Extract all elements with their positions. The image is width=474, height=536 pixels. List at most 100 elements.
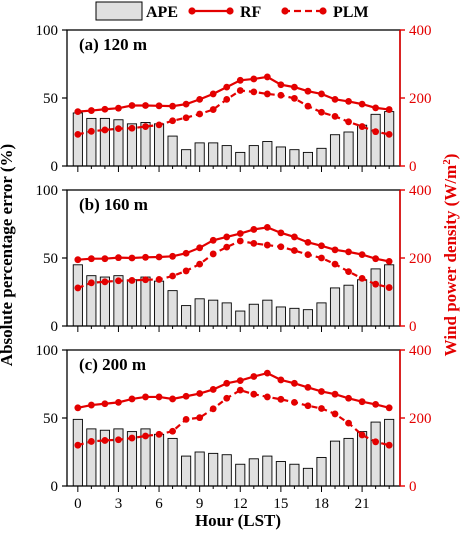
rf-point	[291, 233, 298, 241]
rf-point	[277, 229, 285, 237]
plm-point	[128, 434, 136, 442]
left-tick-label: 100	[36, 343, 59, 359]
rf-line	[77, 371, 390, 409]
x-axis-title: Hour (LST)	[195, 511, 281, 530]
ape-bar	[343, 437, 354, 487]
panel-label: (c) 200 m	[79, 355, 146, 374]
rf-point	[223, 83, 231, 91]
rf-point	[304, 87, 312, 95]
rf-point	[223, 379, 231, 387]
rf-point	[209, 236, 217, 244]
plm-point	[358, 123, 366, 130]
ape-bar	[289, 463, 300, 487]
plm-point	[385, 441, 393, 449]
plm-point	[155, 430, 163, 438]
plm-point	[87, 127, 95, 135]
rf-point	[74, 404, 82, 412]
ape-bar	[153, 433, 165, 487]
ape-bar	[72, 112, 83, 167]
plm-point	[331, 410, 339, 418]
rf-point	[128, 102, 136, 109]
plm-point	[196, 110, 204, 118]
rf-point	[250, 75, 258, 83]
rf-point	[155, 253, 163, 261]
ape-bar	[329, 287, 341, 327]
ape-bar	[343, 284, 354, 327]
plm-point	[155, 276, 163, 283]
ape-bar	[316, 456, 327, 487]
rf-point	[169, 252, 176, 260]
plm-point	[291, 94, 298, 102]
rf-point	[155, 393, 163, 401]
plm-point	[318, 405, 325, 412]
rf-point	[345, 248, 352, 256]
plm-point	[169, 272, 176, 280]
ape-bar	[316, 302, 327, 327]
legend-plm-marker-right	[319, 7, 327, 15]
plm-point	[236, 386, 244, 394]
ape-bar	[262, 141, 273, 167]
plm-point	[142, 432, 149, 440]
plm-point	[209, 106, 217, 113]
left-tick-label: 0	[51, 159, 59, 175]
ape-bar	[302, 151, 314, 167]
rf-point	[318, 90, 325, 98]
left-axis-title: Absolute percentage error (%)	[0, 144, 16, 366]
rf-point	[196, 95, 204, 103]
ape-bar	[221, 454, 232, 487]
plm-point	[209, 250, 217, 258]
ape-bar	[289, 307, 300, 327]
rf-point	[169, 395, 176, 403]
ape-bar	[86, 428, 97, 487]
ape-bar	[343, 131, 354, 167]
plm-point	[372, 438, 380, 446]
ape-bar	[275, 461, 286, 487]
plm-point	[169, 117, 176, 125]
panel-3: 0 50 100 0 200 400 0 3 6 9 12 15 18 21 (c) 200 m	[36, 343, 432, 512]
plm-point	[345, 118, 352, 126]
rf-point	[74, 108, 82, 115]
ape-bar	[370, 268, 381, 327]
rf-point	[304, 238, 312, 246]
rf-point	[358, 100, 366, 108]
ape-bar	[275, 306, 286, 327]
right-axis-title-close: )	[441, 154, 460, 160]
plm-point	[223, 243, 231, 251]
plm-point	[223, 394, 231, 402]
plm-point	[372, 128, 380, 136]
ape-bar	[302, 309, 314, 327]
legend-ape-swatch	[95, 1, 143, 21]
right-tick-label: 200	[409, 411, 432, 427]
plm-point	[101, 278, 109, 286]
rf-point	[385, 106, 393, 113]
plm-point	[142, 276, 149, 284]
left-tick-label: 50	[43, 251, 58, 267]
ape-bar	[86, 117, 97, 167]
ape-bar	[194, 451, 205, 487]
ape-bar	[126, 279, 138, 327]
left-tick-label: 50	[43, 411, 58, 427]
legend-rf-marker-left	[188, 7, 196, 15]
rf-point	[277, 81, 285, 89]
rf-point	[182, 392, 190, 400]
rf-point	[331, 390, 339, 398]
plm-point	[155, 121, 163, 129]
ape-bar	[289, 149, 300, 167]
right-tick-label: 0	[409, 159, 417, 175]
rf-point	[263, 224, 271, 231]
plm-point	[277, 91, 285, 99]
rf-point	[101, 400, 109, 408]
ape-bar	[262, 455, 273, 487]
panel-label: (a) 120 m	[79, 35, 147, 54]
ape-bar	[181, 305, 192, 327]
plm-point	[74, 284, 82, 292]
plm-line	[77, 89, 390, 136]
ape-bar	[235, 310, 246, 327]
ape-bar	[302, 467, 314, 487]
x-tick-label: 21	[355, 496, 370, 512]
rf-point	[318, 388, 325, 395]
x-tick-label: 0	[74, 496, 82, 512]
ape-bar	[384, 264, 395, 327]
plm-point	[277, 243, 285, 251]
